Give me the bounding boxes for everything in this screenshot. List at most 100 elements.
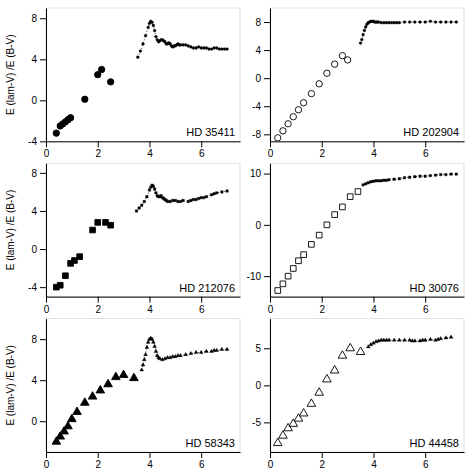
tick-label: 6: [199, 459, 205, 470]
plot-area: [275, 173, 458, 293]
tick: 2: [319, 452, 325, 470]
curve-marker: [153, 344, 157, 347]
curve-marker: [144, 352, 148, 355]
curve-marker: [166, 200, 168, 202]
point: [330, 366, 339, 373]
panel-title: HD 44458: [409, 437, 459, 449]
tick: 0: [31, 416, 46, 427]
tick-mark: [264, 22, 270, 23]
tick-mark: [425, 452, 426, 458]
tick-label: 6: [199, 148, 205, 159]
tick-label: 4: [147, 148, 153, 159]
point: [338, 351, 347, 358]
tick-label: 4: [371, 459, 377, 470]
curve-marker: [360, 38, 363, 41]
panel: 0246-4048HD 35411E (lam-V) /E (B-V): [5, 8, 241, 159]
tick-label: 0: [255, 220, 261, 231]
point: [53, 130, 59, 136]
curve-marker: [195, 198, 197, 200]
tick-mark: [40, 59, 46, 60]
curve-marker: [403, 176, 405, 178]
tick-label: 2: [95, 304, 101, 315]
point: [307, 399, 316, 406]
curve-markers: [135, 184, 228, 212]
curve-marker: [375, 180, 377, 182]
curve-marker: [377, 21, 380, 24]
curve-marker: [429, 337, 433, 340]
tick-label: 4: [255, 45, 261, 56]
tick-label: 0: [255, 73, 261, 84]
curve-marker: [152, 185, 154, 187]
curve-marker: [424, 21, 427, 24]
point: [90, 227, 96, 233]
tick-mark: [264, 134, 270, 135]
tick-label: 2: [95, 459, 101, 470]
curve-marker: [362, 33, 365, 36]
curve-marker: [414, 175, 416, 177]
points: [52, 370, 138, 444]
curve-marker: [397, 338, 401, 341]
curve-marker: [194, 350, 198, 353]
panel-title: HD 212076: [179, 282, 235, 294]
tick-label: 0: [31, 416, 37, 427]
curve-marker: [187, 45, 190, 48]
curve-marker: [136, 56, 139, 59]
point: [112, 372, 121, 379]
curve-marker: [387, 338, 391, 341]
point: [344, 57, 350, 63]
curve-marker: [184, 352, 188, 355]
point: [294, 414, 303, 421]
tick-label: 0: [31, 244, 37, 255]
tick: 0: [255, 220, 270, 231]
points: [275, 189, 361, 294]
panel-title: HD 58343: [185, 437, 235, 449]
point: [98, 66, 104, 72]
tick-label: 0: [31, 95, 37, 106]
tick-label: -4: [252, 101, 261, 112]
curve-markers: [140, 336, 229, 371]
point: [285, 121, 291, 127]
tick-mark: [373, 297, 374, 303]
tick-mark: [201, 297, 202, 303]
point: [67, 115, 73, 121]
axis-line: [47, 297, 241, 298]
curve-marker: [419, 21, 422, 24]
curve-marker: [393, 178, 395, 180]
point: [108, 222, 114, 228]
panel: 0246-4048HD 212076E (lam-V) /E (B-V): [5, 163, 241, 314]
point: [285, 273, 291, 279]
tick: -8: [252, 129, 270, 140]
axis-line: [47, 452, 241, 453]
curve-marker: [152, 24, 155, 27]
curve-marker: [151, 21, 154, 24]
tick-mark: [98, 141, 99, 147]
curve-marker: [363, 29, 366, 32]
curve-marker: [382, 21, 385, 24]
curve-marker: [419, 175, 421, 177]
curve-marker: [359, 42, 362, 45]
curve-marker: [403, 338, 407, 341]
point: [346, 343, 355, 350]
tick-label: 2: [95, 148, 101, 159]
x-axis: 0246: [44, 452, 241, 470]
x-axis: 0246: [44, 141, 241, 159]
tick-mark: [373, 452, 374, 458]
curve: [361, 21, 457, 43]
curve-marker: [395, 21, 398, 24]
curve-marker: [429, 174, 431, 176]
tick: 4: [371, 452, 377, 470]
tick: 8: [255, 17, 270, 28]
tick-mark: [322, 141, 323, 147]
curve-marker: [380, 21, 383, 24]
point: [324, 70, 330, 76]
panel: 0246-10010HD 30076: [247, 163, 465, 314]
axis-line: [46, 319, 47, 452]
curve-marker: [144, 34, 147, 37]
curve-marker: [380, 180, 382, 182]
curve-marker: [205, 47, 208, 50]
tick: 4: [255, 45, 270, 56]
curve-marker: [377, 180, 379, 182]
axis-line: [270, 319, 271, 452]
y-axis: -4048: [28, 9, 46, 148]
point: [95, 220, 101, 226]
